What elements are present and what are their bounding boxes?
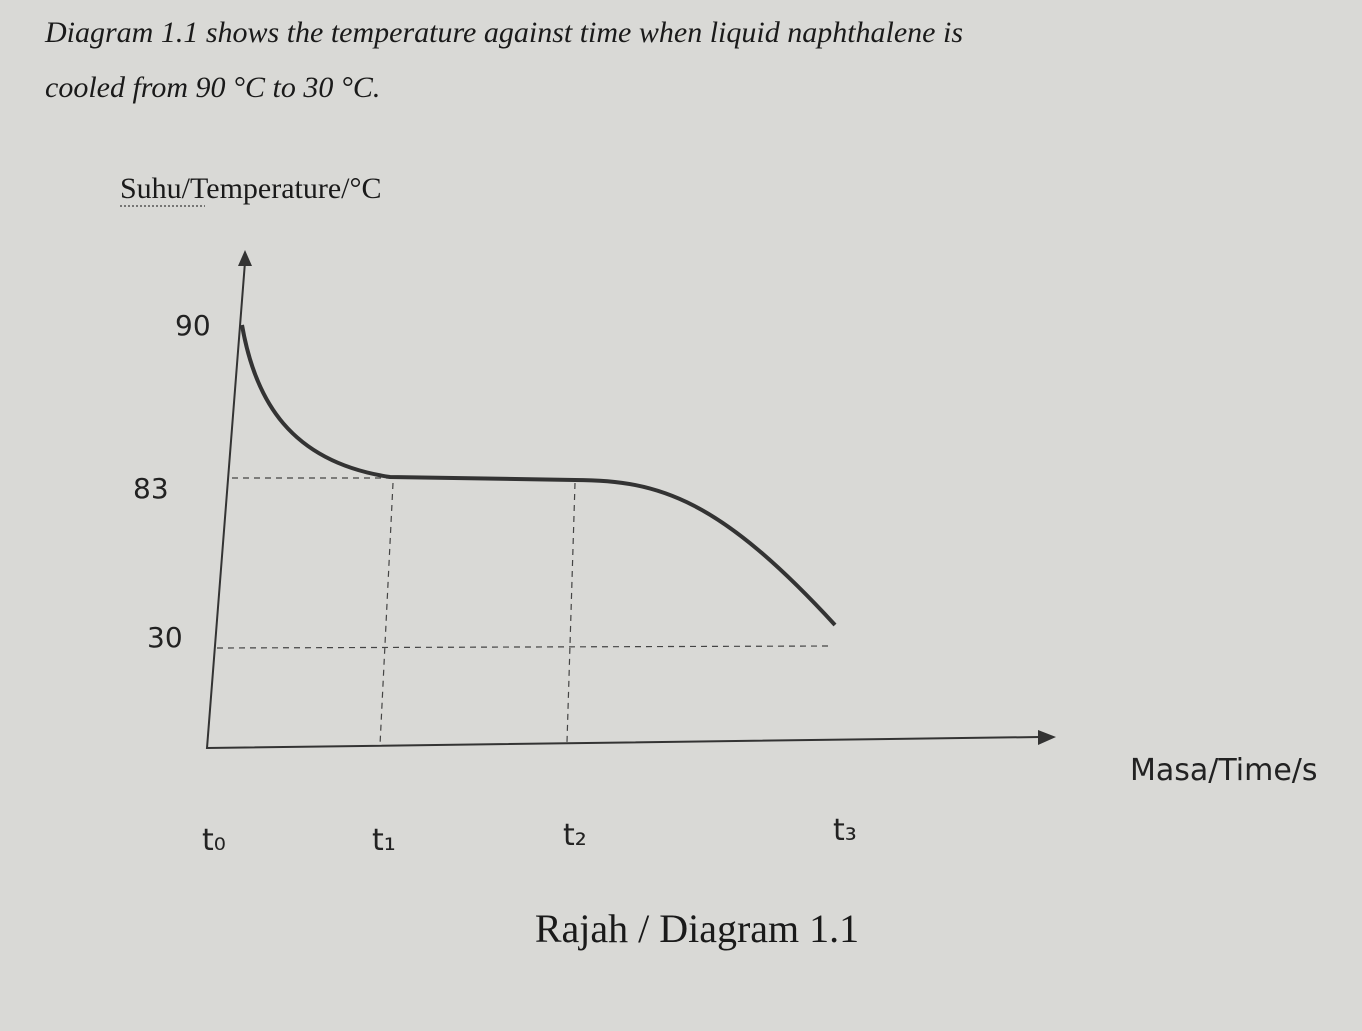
intro-line: Diagram 1.1 shows the temperature agains… bbox=[44, 16, 963, 49]
time-label: t₁ bbox=[372, 823, 396, 858]
axes bbox=[205, 261, 1041, 750]
caption: Rajah / Diagram 1.1 bbox=[535, 906, 859, 951]
cooling-curve bbox=[240, 324, 837, 627]
arrow-head bbox=[238, 250, 252, 266]
y-label: 90 bbox=[175, 309, 211, 342]
x-axis-label: Masa/Time/s bbox=[1130, 753, 1318, 788]
time-label: t₀ bbox=[202, 823, 226, 858]
y-axis-label: Suhu/Temperature/°C bbox=[120, 172, 382, 205]
arrow-head bbox=[1038, 730, 1056, 745]
time-label: t₂ bbox=[563, 818, 587, 853]
time-label: t₃ bbox=[833, 813, 857, 848]
y-label: 30 bbox=[147, 621, 183, 654]
intro-line: cooled from 90 °C to 30 °C. bbox=[45, 71, 380, 104]
y-label: 83 bbox=[133, 472, 169, 505]
guide-lines bbox=[216, 477, 833, 746]
